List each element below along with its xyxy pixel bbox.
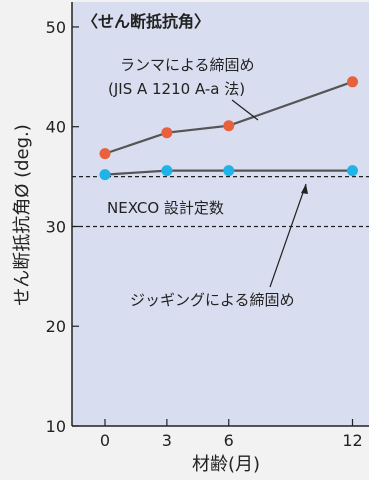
series-0-point xyxy=(223,120,235,132)
jigging-arrow-head xyxy=(301,184,308,194)
series-0-line xyxy=(104,80,353,155)
jigging-annotation-leader xyxy=(269,183,307,288)
series-1-point xyxy=(161,165,173,177)
x-axis-title: 材齢(月) xyxy=(192,454,260,475)
nexco-annotation: NEXCO 設計定数 xyxy=(107,199,224,217)
series-1-line xyxy=(104,169,353,176)
series-0-point xyxy=(161,127,173,139)
series-1-point xyxy=(347,165,358,177)
series-1-point xyxy=(99,169,111,181)
plot-area xyxy=(72,2,369,426)
rammer-annotation-line2: (JIS A 1210 A-a 法) xyxy=(108,80,245,98)
series-1-point xyxy=(223,165,235,177)
x-tick-label: 6 xyxy=(224,431,234,450)
rammer-annotation-line1: ランマによる締固め xyxy=(120,56,255,74)
y-tick-label: 40 xyxy=(46,118,66,137)
x-tick-label: 0 xyxy=(100,431,110,450)
y-tick-label: 30 xyxy=(46,217,66,236)
y-tick-label: 10 xyxy=(46,417,66,436)
y-tick-label: 50 xyxy=(46,18,66,37)
x-tick-label: 12 xyxy=(342,431,362,450)
series-0-point xyxy=(99,148,111,160)
rammer-annotation-leader xyxy=(231,99,259,121)
series-0-point xyxy=(347,76,358,88)
chart-title: 〈せん断抵抗角〉 xyxy=(82,12,210,31)
x-tick-label: 3 xyxy=(162,431,172,450)
y-axis-title: せん断抵抗角Ø (deg.) xyxy=(12,124,33,306)
y-tick-label: 20 xyxy=(46,317,66,336)
jigging-annotation: ジッギングによる締固め xyxy=(130,291,295,309)
